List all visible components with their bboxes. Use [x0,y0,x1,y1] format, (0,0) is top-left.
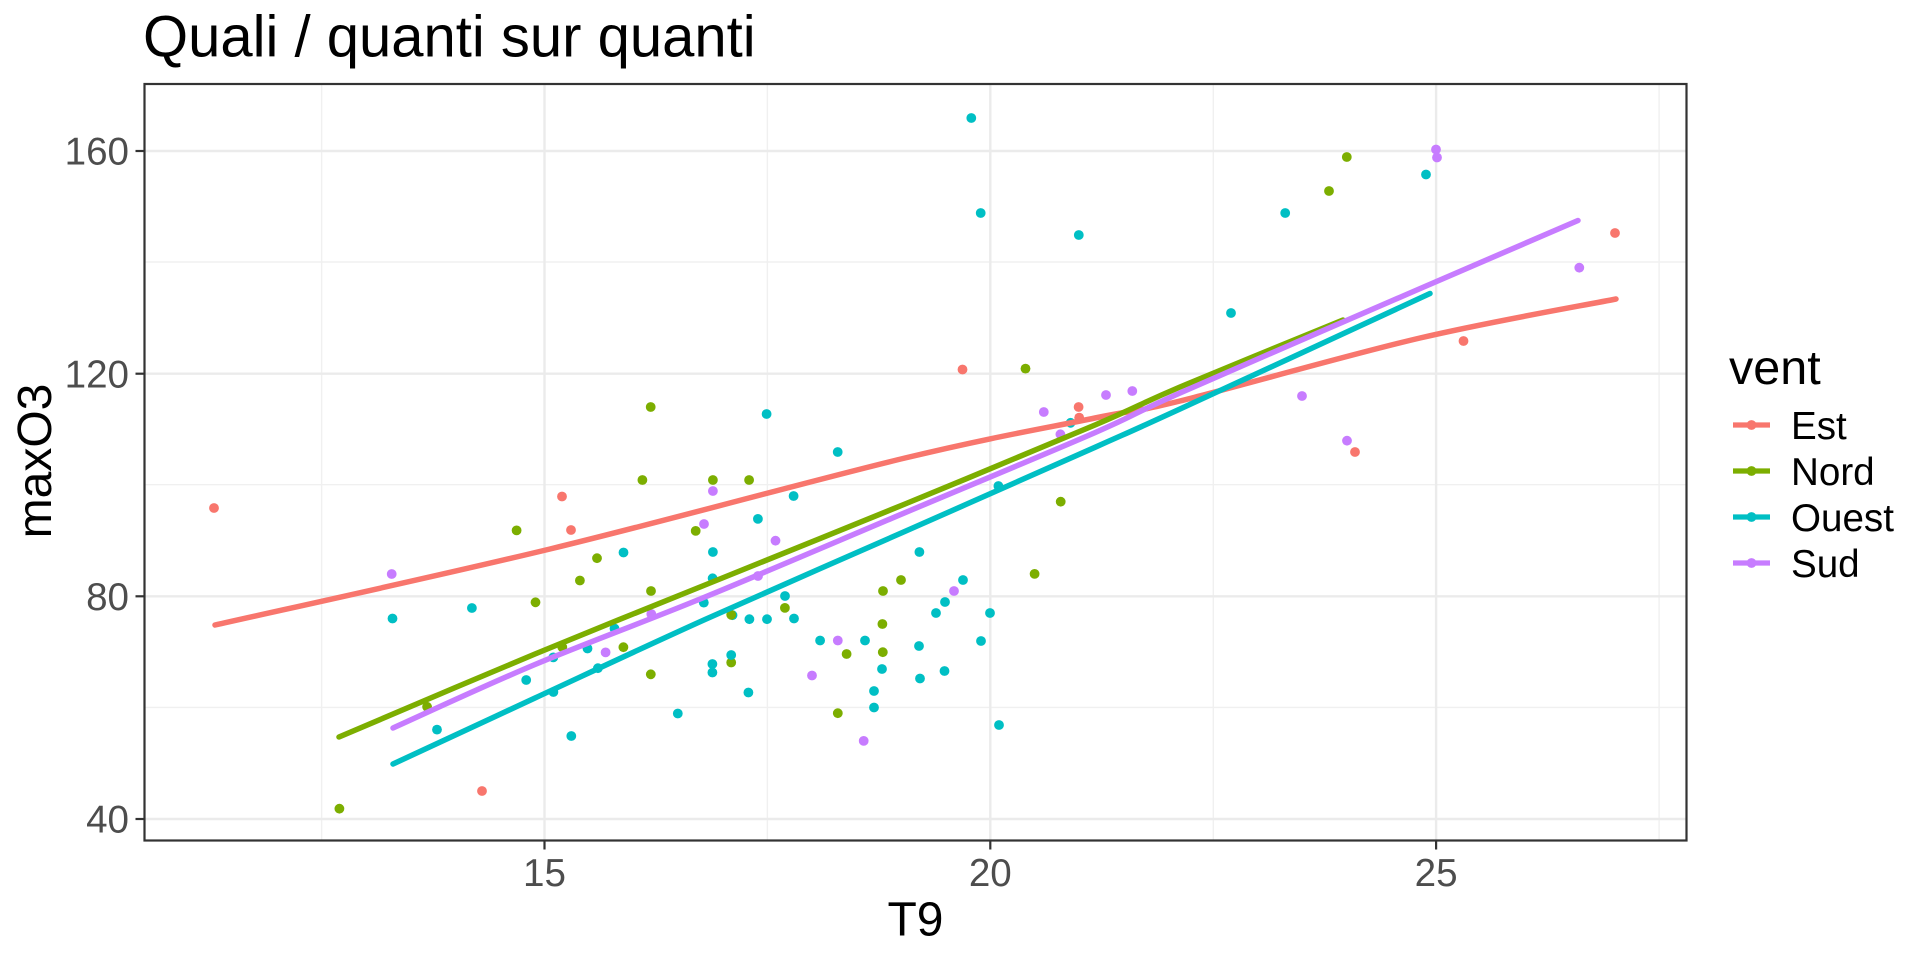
svg-text:40: 40 [86,799,129,842]
svg-text:Est: Est [1791,405,1847,448]
svg-text:maxO3: maxO3 [9,384,62,539]
svg-text:Nord: Nord [1791,451,1875,494]
svg-text:25: 25 [1415,852,1458,895]
svg-text:Ouest: Ouest [1791,497,1894,540]
svg-text:80: 80 [86,576,129,619]
svg-text:Quali / quanti sur quanti: Quali / quanti sur quanti [143,5,756,70]
svg-text:vent: vent [1729,341,1821,395]
svg-text:Sud: Sud [1791,543,1860,586]
svg-text:120: 120 [65,353,129,396]
svg-text:20: 20 [969,852,1012,895]
svg-text:160: 160 [65,131,129,174]
svg-text:T9: T9 [887,894,943,947]
svg-text:15: 15 [523,852,566,895]
